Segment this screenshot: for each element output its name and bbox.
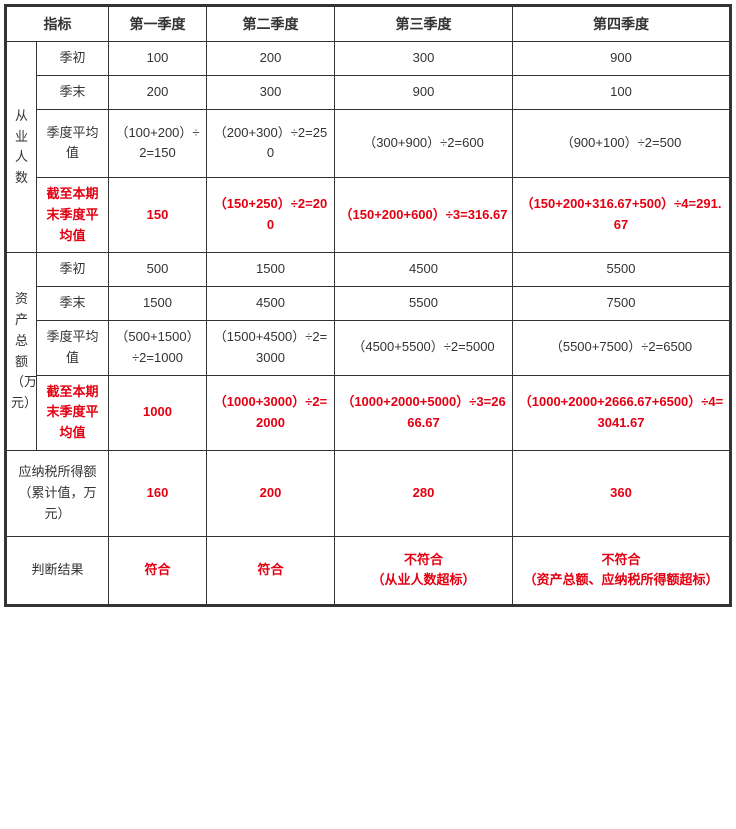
cell: 5500 (335, 287, 513, 321)
cell: （900+100）÷2=500 (513, 109, 730, 177)
col-q4: 第四季度 (513, 7, 730, 42)
cell: 符合 (109, 536, 207, 604)
cell: （500+1500）÷2=1000 (109, 320, 207, 375)
cell: 不符合（资产总额、应纳税所得额超标） (513, 536, 730, 604)
asset-start-row: 资产总额（万元） 季初 500 1500 4500 5500 (7, 253, 730, 287)
table-header-row: 指标 第一季度 第二季度 第三季度 第四季度 (7, 7, 730, 42)
cell: 360 (513, 450, 730, 536)
cell: 1000 (109, 375, 207, 450)
col-q2: 第二季度 (207, 7, 335, 42)
emp-start-row: 从业人数 季初 100 200 300 900 (7, 42, 730, 76)
row-label: 季末 (37, 76, 109, 110)
col-q3: 第三季度 (335, 7, 513, 42)
cell: 200 (109, 76, 207, 110)
cell: 不符合（从业人数超标） (335, 536, 513, 604)
row-label: 季度平均值 (37, 320, 109, 375)
cell: 1500 (207, 253, 335, 287)
cell: （150+200+600）÷3=316.67 (335, 177, 513, 252)
table-frame: 指标 第一季度 第二季度 第三季度 第四季度 从业人数 季初 100 200 3… (4, 4, 732, 607)
taxable-row: 应纳税所得额（累计值，万元） 160 200 280 360 (7, 450, 730, 536)
cell: 900 (335, 76, 513, 110)
cell: 200 (207, 42, 335, 76)
col-q1: 第一季度 (109, 7, 207, 42)
group-assets: 资产总额（万元） (7, 253, 37, 451)
cell: （4500+5500）÷2=5000 (335, 320, 513, 375)
cell: （100+200）÷2=150 (109, 109, 207, 177)
cell: 100 (109, 42, 207, 76)
cell: （5500+7500）÷2=6500 (513, 320, 730, 375)
emp-avg-row: 季度平均值 （100+200）÷2=150 （200+300）÷2=250 （3… (7, 109, 730, 177)
cell: （1000+2000+5000）÷3=2666.67 (335, 375, 513, 450)
cell: 300 (207, 76, 335, 110)
cell: 7500 (513, 287, 730, 321)
cell: 280 (335, 450, 513, 536)
cell: （150+250）÷2=200 (207, 177, 335, 252)
asset-end-row: 季末 1500 4500 5500 7500 (7, 287, 730, 321)
cell: （1000+2000+2666.67+6500）÷4=3041.67 (513, 375, 730, 450)
data-table: 指标 第一季度 第二季度 第三季度 第四季度 从业人数 季初 100 200 3… (6, 6, 730, 605)
cell: 5500 (513, 253, 730, 287)
row-label: 季末 (37, 287, 109, 321)
row-label: 判断结果 (7, 536, 109, 604)
row-label: 应纳税所得额（累计值，万元） (7, 450, 109, 536)
row-label: 季初 (37, 42, 109, 76)
cell: 150 (109, 177, 207, 252)
cell: 100 (513, 76, 730, 110)
cell: （150+200+316.67+500）÷4=291.67 (513, 177, 730, 252)
emp-end-row: 季末 200 300 900 100 (7, 76, 730, 110)
row-label: 季初 (37, 253, 109, 287)
col-indicator: 指标 (7, 7, 109, 42)
cell: 160 (109, 450, 207, 536)
asset-avg-row: 季度平均值 （500+1500）÷2=1000 （1500+4500）÷2=30… (7, 320, 730, 375)
emp-cum-row: 截至本期末季度平均值 150 （150+250）÷2=200 （150+200+… (7, 177, 730, 252)
cell: 4500 (207, 287, 335, 321)
cell: （1000+3000）÷2=2000 (207, 375, 335, 450)
cell: 900 (513, 42, 730, 76)
asset-cum-row: 截至本期末季度平均值 1000 （1000+3000）÷2=2000 （1000… (7, 375, 730, 450)
row-label: 截至本期末季度平均值 (37, 177, 109, 252)
cell: 500 (109, 253, 207, 287)
cell: 300 (335, 42, 513, 76)
cell: 4500 (335, 253, 513, 287)
verdict-row: 判断结果 符合 符合 不符合（从业人数超标） 不符合（资产总额、应纳税所得额超标… (7, 536, 730, 604)
group-employees: 从业人数 (7, 42, 37, 253)
row-label: 截至本期末季度平均值 (37, 375, 109, 450)
cell: 符合 (207, 536, 335, 604)
cell: 1500 (109, 287, 207, 321)
cell: （1500+4500）÷2=3000 (207, 320, 335, 375)
cell: 200 (207, 450, 335, 536)
row-label: 季度平均值 (37, 109, 109, 177)
cell: （300+900）÷2=600 (335, 109, 513, 177)
cell: （200+300）÷2=250 (207, 109, 335, 177)
